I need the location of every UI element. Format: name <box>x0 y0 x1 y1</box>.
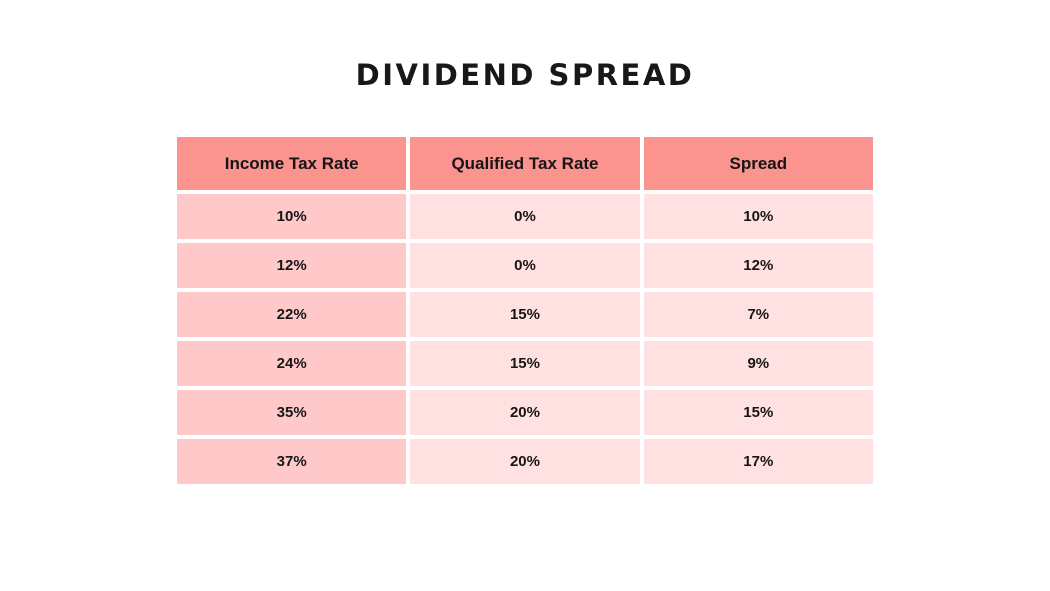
table-cell: 15% <box>410 292 640 337</box>
table-cell: 37% <box>177 439 407 484</box>
table-cell: 22% <box>177 292 407 337</box>
table-cell: 9% <box>643 341 873 386</box>
table-cell: 15% <box>410 341 640 386</box>
column-header: Income Tax Rate <box>177 137 407 190</box>
table-cell: 12% <box>177 243 407 288</box>
table-cell: 20% <box>410 439 640 484</box>
table-cell: 24% <box>177 341 407 386</box>
dividend-spread-table: Income Tax Rate Qualified Tax Rate Spread 1… <box>177 137 873 484</box>
table-cell: 7% <box>643 292 873 337</box>
table-cell: 10% <box>177 194 407 239</box>
table-cell: 35% <box>177 390 407 435</box>
page-title: DIVIDEND SPREAD <box>355 58 695 92</box>
table-cell: 0% <box>410 194 640 239</box>
table-cell: 12% <box>643 243 873 288</box>
table-cell: 15% <box>643 390 873 435</box>
table-cell: 17% <box>643 439 873 484</box>
column-header: Qualified Tax Rate <box>410 137 640 190</box>
table-cell: 20% <box>410 390 640 435</box>
table-cell: 0% <box>410 243 640 288</box>
table-cell: 10% <box>643 194 873 239</box>
column-header: Spread <box>643 137 873 190</box>
